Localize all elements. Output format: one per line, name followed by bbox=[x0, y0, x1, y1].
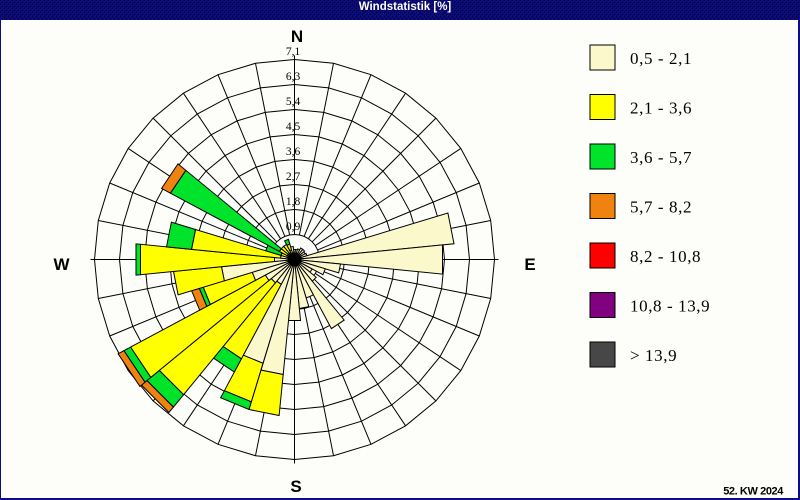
svg-text:0,5 - 2,1: 0,5 - 2,1 bbox=[630, 49, 692, 68]
svg-text:> 13,9: > 13,9 bbox=[630, 346, 677, 365]
svg-text:2,1 - 3,6: 2,1 - 3,6 bbox=[630, 99, 692, 118]
svg-text:3,6: 3,6 bbox=[286, 146, 301, 158]
svg-text:4,5: 4,5 bbox=[286, 121, 301, 133]
svg-text:52. KW 2024: 52. KW 2024 bbox=[723, 486, 784, 498]
svg-text:0,9: 0,9 bbox=[286, 221, 301, 233]
svg-text:6,3: 6,3 bbox=[286, 71, 301, 83]
svg-text:3,6 - 5,7: 3,6 - 5,7 bbox=[630, 148, 692, 167]
svg-text:5,7 - 8,2: 5,7 - 8,2 bbox=[630, 198, 692, 217]
svg-text:W: W bbox=[53, 255, 70, 274]
svg-text:8,2 - 10,8: 8,2 - 10,8 bbox=[630, 247, 701, 266]
svg-text:5,4: 5,4 bbox=[286, 96, 301, 108]
svg-text:1,8: 1,8 bbox=[286, 196, 301, 208]
svg-text:2,7: 2,7 bbox=[286, 171, 301, 183]
svg-text:S: S bbox=[290, 477, 301, 496]
svg-text:10,8 - 13,9: 10,8 - 13,9 bbox=[630, 297, 710, 316]
svg-text:7,1: 7,1 bbox=[286, 46, 301, 58]
svg-text:N: N bbox=[291, 27, 303, 46]
svg-text:E: E bbox=[524, 255, 535, 274]
